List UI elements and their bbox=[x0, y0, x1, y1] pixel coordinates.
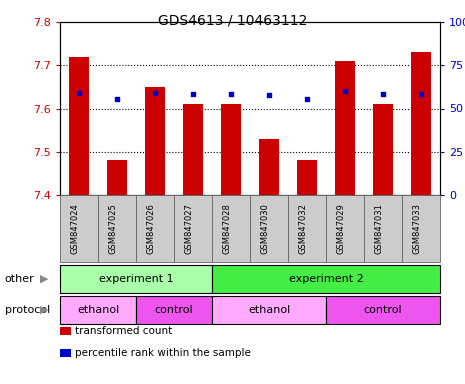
Text: ▶: ▶ bbox=[40, 305, 48, 315]
Text: GSM847025: GSM847025 bbox=[108, 203, 117, 254]
Point bbox=[227, 91, 235, 97]
Point bbox=[151, 90, 159, 96]
Bar bbox=[411, 52, 432, 195]
Text: ethanol: ethanol bbox=[77, 305, 119, 315]
Text: GDS4613 / 10463112: GDS4613 / 10463112 bbox=[158, 13, 307, 27]
Text: protocol: protocol bbox=[5, 305, 50, 315]
Point bbox=[379, 91, 387, 97]
Text: GSM847030: GSM847030 bbox=[260, 203, 269, 254]
Text: percentile rank within the sample: percentile rank within the sample bbox=[75, 348, 251, 358]
Point bbox=[113, 96, 121, 103]
Point bbox=[189, 91, 197, 97]
Text: control: control bbox=[155, 305, 193, 315]
Bar bbox=[297, 161, 318, 195]
Text: GSM847033: GSM847033 bbox=[412, 203, 421, 254]
Point bbox=[341, 88, 349, 94]
Text: control: control bbox=[364, 305, 402, 315]
Text: GSM847027: GSM847027 bbox=[184, 203, 193, 254]
Point bbox=[75, 90, 83, 96]
Point bbox=[303, 96, 311, 103]
Text: GSM847024: GSM847024 bbox=[70, 203, 79, 254]
Bar bbox=[259, 139, 279, 195]
Text: transformed count: transformed count bbox=[75, 326, 173, 336]
Text: GSM847032: GSM847032 bbox=[298, 203, 307, 254]
Point bbox=[417, 91, 425, 97]
Text: GSM847029: GSM847029 bbox=[336, 203, 345, 254]
Bar bbox=[372, 104, 393, 195]
Text: experiment 2: experiment 2 bbox=[289, 274, 363, 284]
Text: ▶: ▶ bbox=[40, 274, 48, 284]
Text: experiment 1: experiment 1 bbox=[99, 274, 173, 284]
Text: ethanol: ethanol bbox=[248, 305, 290, 315]
Bar bbox=[220, 104, 241, 195]
Text: other: other bbox=[5, 274, 34, 284]
Bar bbox=[183, 104, 204, 195]
Bar bbox=[334, 61, 355, 195]
Text: GSM847026: GSM847026 bbox=[146, 203, 155, 254]
Bar bbox=[145, 87, 166, 195]
Bar bbox=[106, 161, 127, 195]
Bar bbox=[68, 56, 89, 195]
Text: GSM847028: GSM847028 bbox=[222, 203, 231, 254]
Text: GSM847031: GSM847031 bbox=[374, 203, 383, 254]
Point bbox=[265, 92, 272, 98]
